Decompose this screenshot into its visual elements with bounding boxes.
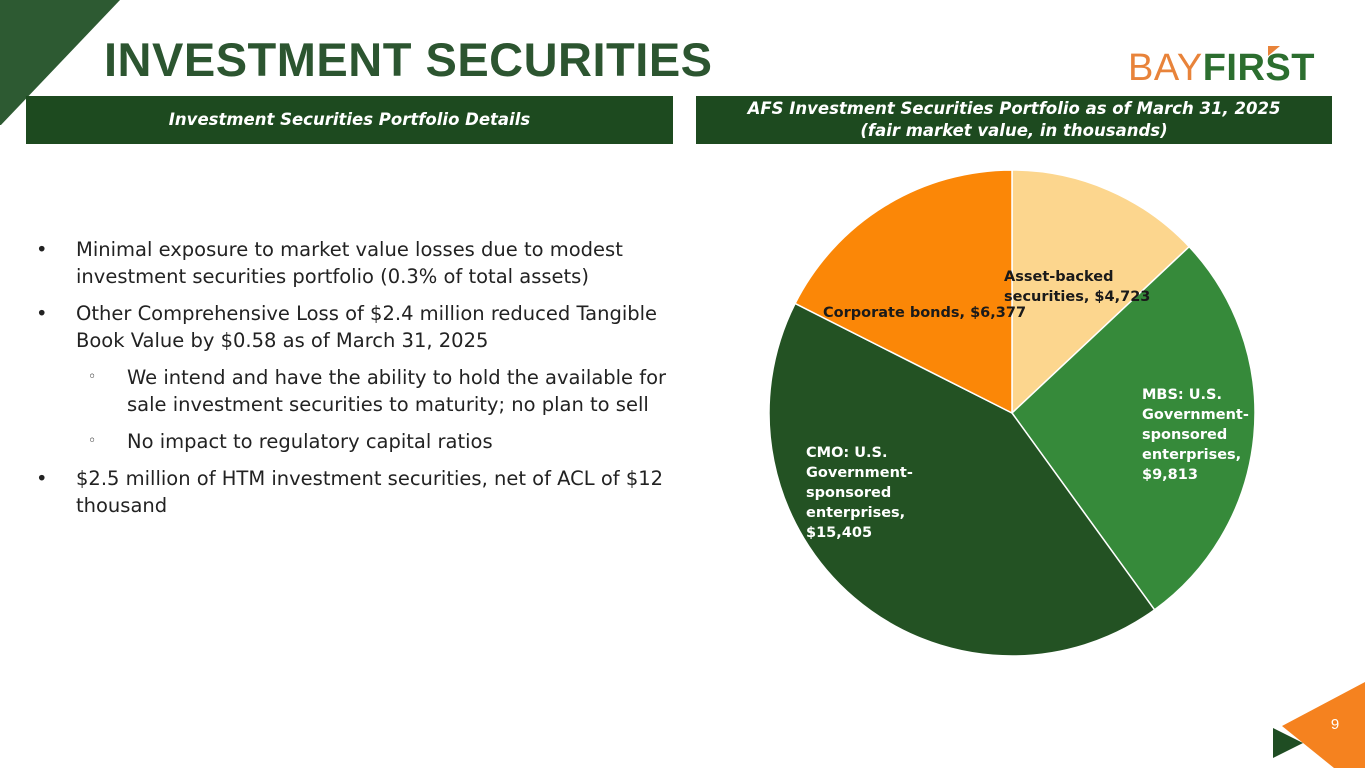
bullet-text: $2.5 million of HTM investment securitie… (76, 467, 664, 517)
sub-bullet-marker: ◦ (88, 369, 97, 385)
sub-bullet-text: No impact to regulatory capital ratios (127, 430, 493, 453)
play-arrow-icon (1273, 728, 1303, 758)
corner-decoration-orange (1282, 682, 1365, 768)
sub-bullet-marker: ◦ (88, 433, 97, 449)
page-title: INVESTMENT SECURITIES (104, 33, 713, 86)
pie-label-mbs: MBS: U.S. Government-sponsored enterpris… (1142, 387, 1249, 483)
portfolio-details-banner: Investment Securities Portfolio Details (26, 96, 673, 144)
sub-bullet-item: ◦ No impact to regulatory capital ratios (30, 428, 670, 455)
pie-slice-corporate-bonds (794, 169, 1013, 415)
bullet-marker: • (36, 238, 48, 261)
page-number: 9 (1330, 716, 1340, 733)
pie-slice-asset-backed (1011, 169, 1191, 415)
pie-label-cmo: CMO: U.S. Government-sponsored enterpris… (806, 445, 913, 541)
logo-first-text: FIRST (1202, 47, 1315, 89)
logo-bay-text: BAY (1128, 47, 1203, 89)
bullet-item: • Other Comprehensive Loss of $2.4 milli… (30, 300, 670, 354)
bullet-marker: • (36, 302, 48, 325)
afs-portfolio-banner: AFS Investment Securities Portfolio as o… (696, 96, 1332, 144)
pie-slice-cmo (768, 302, 1156, 657)
corner-decoration (0, 0, 120, 125)
afs-heading-line2: (fair market value, in thousands) (860, 121, 1168, 140)
bullet-text: Other Comprehensive Loss of $2.4 million… (76, 302, 658, 352)
bullet-text: Minimal exposure to market value losses … (76, 238, 623, 288)
sub-bullet-item: ◦ We intend and have the ability to hold… (30, 364, 670, 418)
portfolio-details-heading: Investment Securities Portfolio Details (168, 110, 531, 129)
bayfirst-logo: BAYFIRST (1128, 46, 1333, 94)
pie-label-asset-backed: Asset-backed securities, $4,723 (1004, 269, 1151, 305)
pie-slice-mbs (1011, 245, 1256, 611)
sub-bullet-text: We intend and have the ability to hold t… (127, 366, 667, 416)
afs-heading-line1: AFS Investment Securities Portfolio as o… (747, 99, 1281, 118)
bullet-item: • $2.5 million of HTM investment securit… (30, 465, 670, 519)
pie-label-corporate-bonds: Corporate bonds, $6,377 (823, 305, 1027, 321)
logo-flag-icon (1268, 46, 1280, 56)
details-bullet-list: • Minimal exposure to market value losse… (30, 236, 670, 529)
bullet-marker: • (36, 467, 48, 490)
bullet-item: • Minimal exposure to market value losse… (30, 236, 670, 290)
